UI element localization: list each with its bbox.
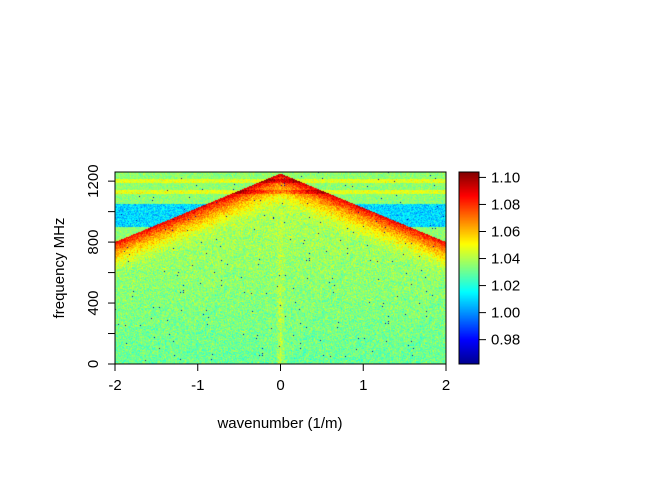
y-tick-label: 800 [85, 230, 102, 255]
colorbar-tick-label: 1.10 [491, 169, 520, 186]
colorbar: 0.98 1.00 1.02 1.04 1.06 1.08 1.10 [458, 169, 520, 365]
colorbar-frame [458, 171, 480, 365]
y-axis-label: frequency MHz [51, 218, 68, 319]
x-tick-label: 2 [442, 377, 450, 394]
x-axis: -2 -1 0 1 2 [108, 363, 450, 394]
y-axis: 0 400 800 1200 [85, 164, 116, 368]
x-axis-label: wavenumber (1/m) [216, 415, 342, 432]
x-tick-label: -1 [191, 377, 204, 394]
colorbar-tick-label: 0.98 [491, 332, 520, 349]
colorbar-tick-label: 1.04 [491, 251, 520, 268]
y-tick-label: 0 [85, 360, 102, 368]
colorbar-tick-label: 1.08 [491, 196, 520, 213]
y-tick-label: 1200 [85, 164, 102, 197]
colorbar-tick-label: 1.06 [491, 223, 520, 240]
y-tick-label: 400 [85, 291, 102, 316]
x-tick-label: -2 [108, 377, 121, 394]
x-tick-label: 1 [359, 377, 367, 394]
colorbar-axis: 0.98 1.00 1.02 1.04 1.06 1.08 1.10 [479, 169, 520, 349]
colorbar-tick-label: 1.02 [491, 278, 520, 295]
colorbar-tick-label: 1.00 [491, 305, 520, 322]
heatmap-image [115, 172, 446, 364]
x-tick-label: 0 [276, 377, 284, 394]
